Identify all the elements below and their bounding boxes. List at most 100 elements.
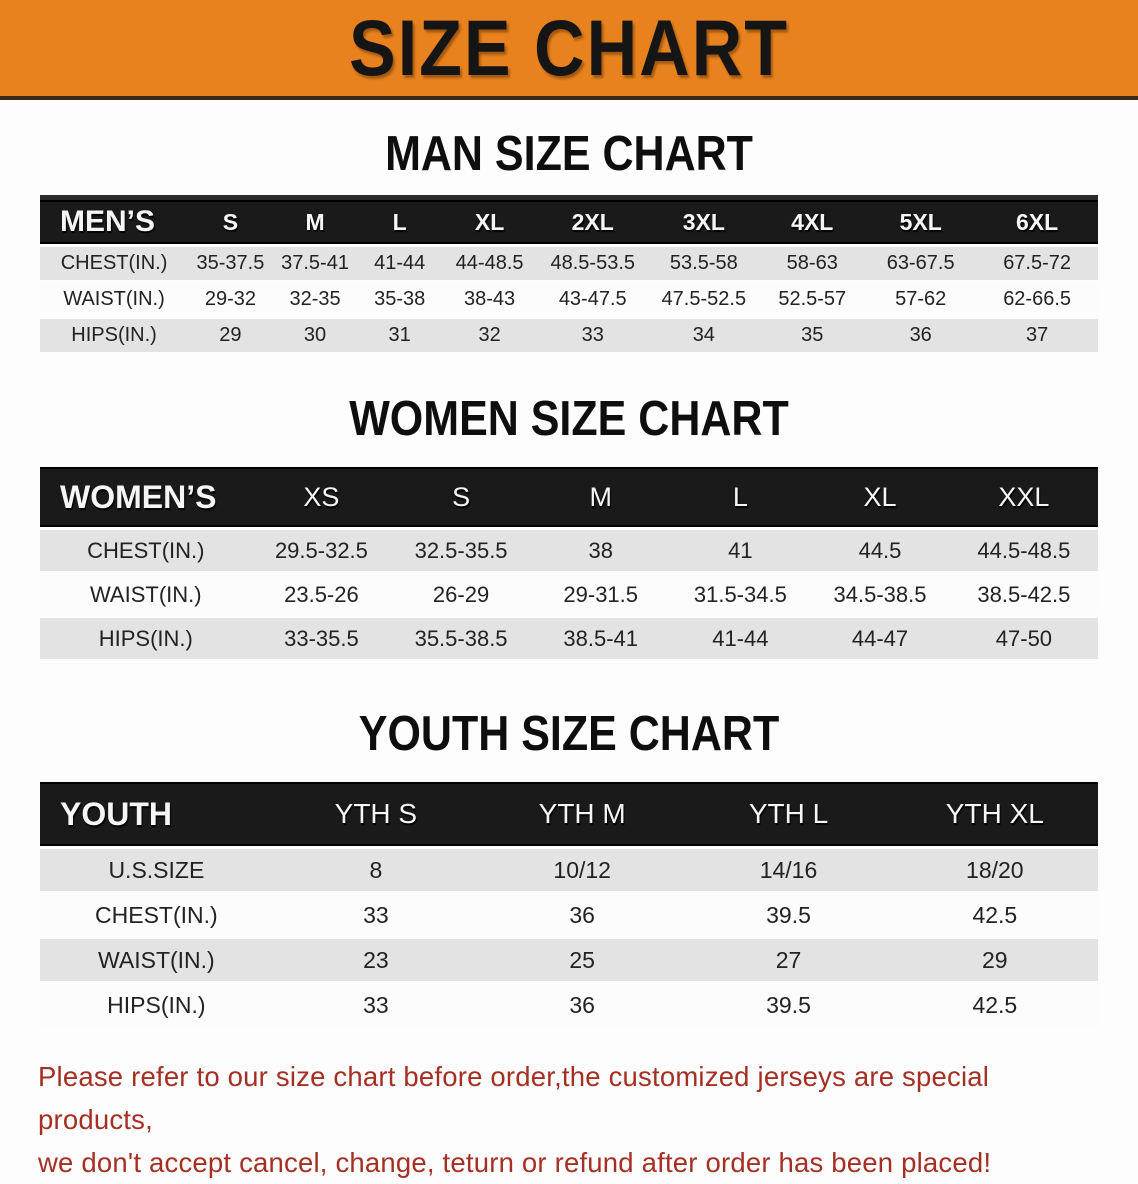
- disclaimer-text: Please refer to our size chart before or…: [38, 1055, 1100, 1184]
- size-value: 41: [670, 530, 811, 571]
- size-value: 57-62: [865, 283, 977, 316]
- size-column-header: 5XL: [865, 200, 977, 244]
- disclaimer-line-1: Please refer to our size chart before or…: [38, 1061, 990, 1135]
- row-label: HIPS(IN.): [40, 984, 273, 1026]
- size-column-header: 2XL: [537, 200, 649, 244]
- row-label: HIPS(IN.): [40, 618, 252, 659]
- size-value: 35.5-38.5: [391, 618, 531, 659]
- size-value: 67.5-72: [976, 247, 1098, 280]
- size-value: 29: [891, 939, 1098, 981]
- size-value: 52.5-57: [759, 283, 866, 316]
- size-value: 38.5-41: [530, 618, 671, 659]
- size-value: 29-31.5: [530, 574, 671, 615]
- youth-hips-row: HIPS(IN.) 33 36 39.5 42.5: [40, 984, 1098, 1026]
- men-header-label: MEN’S: [40, 200, 189, 244]
- size-value: 10/12: [479, 849, 686, 891]
- women-waist-row: WAIST(IN.) 23.5-26 26-29 29-31.5 31.5-34…: [40, 574, 1098, 615]
- size-column-header: XL: [810, 467, 950, 527]
- men-header-row: MEN’S S M L XL 2XL 3XL 4XL 5XL 6XL: [40, 200, 1098, 244]
- size-value: 32.5-35.5: [391, 530, 531, 571]
- size-value: 14/16: [685, 849, 892, 891]
- size-value: 48.5-53.5: [537, 247, 649, 280]
- size-value: 41-44: [670, 618, 811, 659]
- size-column-header: S: [188, 200, 273, 244]
- size-column-header: XXL: [949, 467, 1098, 527]
- size-value: 44.5: [810, 530, 950, 571]
- size-value: 47-50: [949, 618, 1098, 659]
- size-column-header: L: [670, 467, 811, 527]
- row-label: WAIST(IN.): [40, 574, 252, 615]
- size-column-header: 3XL: [648, 200, 760, 244]
- women-hips-row: HIPS(IN.) 33-35.5 35.5-38.5 38.5-41 41-4…: [40, 618, 1098, 659]
- size-value: 63-67.5: [865, 247, 977, 280]
- size-value: 29: [188, 319, 273, 352]
- row-label: CHEST(IN.): [40, 894, 273, 936]
- size-value: 25: [479, 939, 686, 981]
- size-value: 36: [479, 984, 686, 1026]
- men-section-title: MAN SIZE CHART: [385, 126, 753, 182]
- size-value: 34: [648, 319, 760, 352]
- size-value: 18/20: [891, 849, 1098, 891]
- size-value: 47.5-52.5: [648, 283, 760, 316]
- size-value: 33-35.5: [251, 618, 392, 659]
- size-value: 41-44: [357, 247, 442, 280]
- size-value: 36: [479, 894, 686, 936]
- row-label: CHEST(IN.): [40, 530, 252, 571]
- row-label: U.S.SIZE: [40, 849, 273, 891]
- size-value: 39.5: [685, 984, 892, 1026]
- size-column-header: M: [530, 467, 671, 527]
- size-column-header: 4XL: [759, 200, 866, 244]
- size-column-header: YTH XL: [891, 782, 1098, 846]
- row-label: HIPS(IN.): [40, 319, 189, 352]
- size-value: 44-47: [810, 618, 950, 659]
- size-value: 23: [272, 939, 480, 981]
- size-column-header: M: [272, 200, 358, 244]
- youth-ussize-row: U.S.SIZE 8 10/12 14/16 18/20: [40, 849, 1098, 891]
- size-value: 32: [441, 319, 538, 352]
- banner-title: SIZE CHART: [349, 4, 789, 92]
- men-hips-row: HIPS(IN.) 29 30 31 32 33 34 35 36 37: [40, 319, 1098, 352]
- youth-section-title: YOUTH SIZE CHART: [358, 706, 780, 762]
- size-value: 26-29: [391, 574, 531, 615]
- size-column-header: XL: [441, 200, 538, 244]
- size-value: 33: [272, 894, 480, 936]
- size-value: 29-32: [188, 283, 273, 316]
- size-value: 35-37.5: [188, 247, 273, 280]
- size-value: 35: [759, 319, 866, 352]
- size-column-header: YTH M: [479, 782, 686, 846]
- women-chest-row: CHEST(IN.) 29.5-32.5 32.5-35.5 38 41 44.…: [40, 530, 1098, 571]
- banner: SIZE CHART: [0, 0, 1138, 100]
- size-value: 44-48.5: [441, 247, 538, 280]
- size-column-header: YTH L: [685, 782, 892, 846]
- size-value: 38.5-42.5: [949, 574, 1098, 615]
- size-value: 43-47.5: [537, 283, 649, 316]
- women-header-row: WOMEN’S XS S M L XL XXL: [40, 467, 1098, 527]
- size-value: 29.5-32.5: [251, 530, 392, 571]
- women-section-title: WOMEN SIZE CHART: [349, 391, 789, 447]
- size-value: 42.5: [891, 894, 1098, 936]
- size-value: 58-63: [759, 247, 866, 280]
- youth-waist-row: WAIST(IN.) 23 25 27 29: [40, 939, 1098, 981]
- size-value: 37.5-41: [272, 247, 358, 280]
- size-column-header: S: [391, 467, 531, 527]
- men-waist-row: WAIST(IN.) 29-32 32-35 35-38 38-43 43-47…: [40, 283, 1098, 316]
- size-value: 38: [530, 530, 671, 571]
- size-value: 33: [272, 984, 480, 1026]
- men-table-top-rule: [40, 195, 1098, 200]
- size-value: 62-66.5: [976, 283, 1098, 316]
- youth-header-label: YOUTH: [40, 782, 273, 846]
- size-value: 35-38: [357, 283, 442, 316]
- size-value: 39.5: [685, 894, 892, 936]
- size-column-header: YTH S: [272, 782, 480, 846]
- youth-header-row: YOUTH YTH S YTH M YTH L YTH XL: [40, 782, 1098, 846]
- size-value: 38-43: [441, 283, 538, 316]
- size-column-header: L: [357, 200, 442, 244]
- size-value: 32-35: [272, 283, 358, 316]
- size-value: 36: [865, 319, 977, 352]
- row-label: CHEST(IN.): [40, 247, 189, 280]
- size-value: 44.5-48.5: [949, 530, 1098, 571]
- size-value: 34.5-38.5: [810, 574, 950, 615]
- size-value: 23.5-26: [251, 574, 392, 615]
- row-label: WAIST(IN.): [40, 283, 189, 316]
- row-label: WAIST(IN.): [40, 939, 273, 981]
